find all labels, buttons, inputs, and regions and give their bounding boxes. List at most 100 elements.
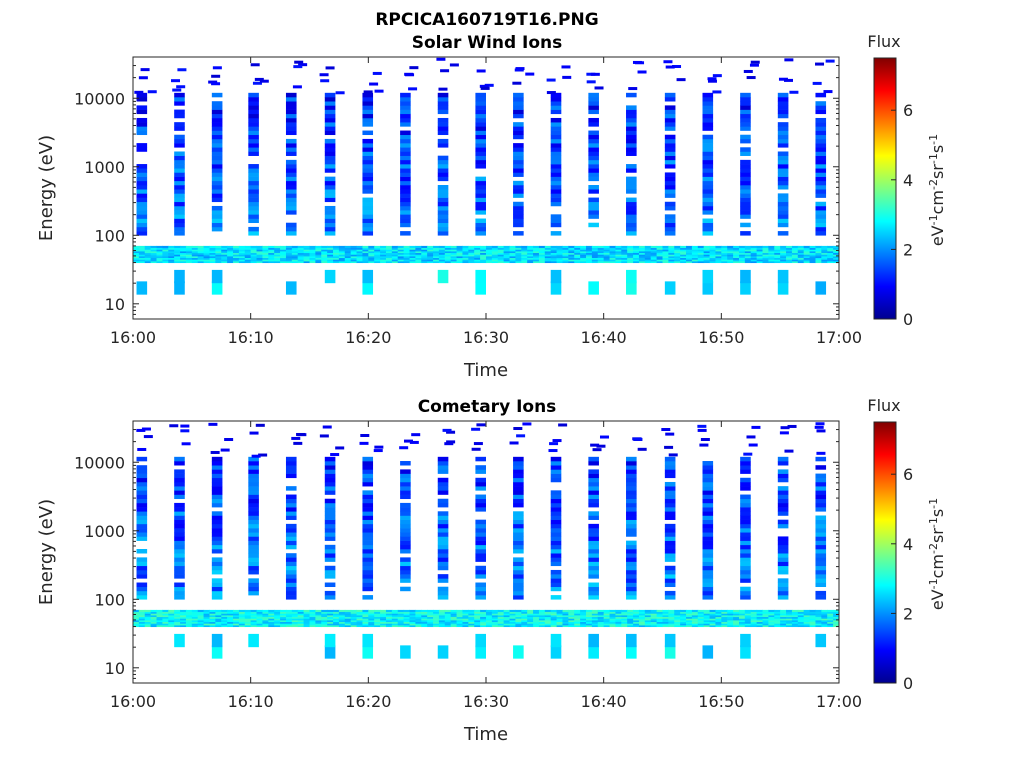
heatmap-cell — [784, 449, 794, 453]
heatmap-cell — [415, 257, 422, 260]
heatmap-cell — [549, 442, 559, 446]
heatmap-cell — [691, 245, 699, 249]
heatmap-cell — [588, 498, 599, 504]
heatmap-cell — [664, 155, 676, 161]
heatmap-cell — [626, 465, 637, 470]
heatmap-cell — [285, 544, 297, 550]
heatmap-cell — [774, 255, 781, 259]
heatmap-cell — [174, 544, 185, 550]
heatmap-cell — [144, 624, 152, 628]
heatmap-cell — [491, 611, 499, 614]
heatmap-cell — [480, 249, 487, 252]
heatmap-cell — [513, 502, 524, 508]
heatmap-cell — [274, 613, 281, 616]
heatmap-cell — [740, 507, 751, 512]
heatmap-cell — [750, 245, 758, 249]
heatmap-cell — [550, 105, 562, 110]
heatmap-cell — [727, 618, 734, 621]
heatmap-cell — [415, 619, 422, 623]
heatmap-cell — [373, 449, 383, 453]
heatmap-cell — [591, 252, 599, 255]
heatmap-cell — [456, 624, 463, 628]
heatmap-cell — [756, 613, 764, 616]
heatmap-cell — [615, 255, 622, 259]
heatmap-cell — [656, 260, 663, 264]
heatmap-cell — [626, 528, 637, 533]
heatmap-cell — [280, 257, 287, 260]
heatmap-cell — [664, 645, 676, 659]
heatmap-cell — [586, 249, 593, 252]
heatmap-cell — [362, 155, 374, 161]
heatmap-cell — [550, 130, 562, 136]
heatmap-cell — [797, 245, 805, 249]
heatmap-cell — [668, 616, 675, 619]
heatmap-cell — [744, 250, 752, 254]
heatmap-cell — [356, 250, 363, 254]
heatmap-cell — [400, 214, 411, 219]
heatmap-cell — [515, 619, 522, 623]
heatmap-cell — [568, 613, 575, 616]
heatmap-cell — [740, 134, 751, 140]
heatmap-cell — [174, 126, 185, 131]
heatmap-cell — [550, 498, 562, 504]
heatmap-cell — [680, 257, 687, 260]
heatmap-cell — [664, 557, 676, 562]
heatmap-cell — [626, 185, 637, 190]
heatmap-cell — [462, 247, 469, 250]
heatmap-cell — [437, 574, 449, 579]
heatmap-cell — [827, 621, 834, 624]
heatmap-cell — [150, 252, 158, 255]
heatmap-cell — [391, 621, 399, 624]
heatmap-cell — [144, 618, 152, 621]
heatmap-cell — [664, 159, 676, 165]
heatmap-cell — [356, 257, 363, 260]
heatmap-cell — [721, 252, 728, 255]
heatmap-cell — [550, 469, 562, 474]
heatmap-cell — [768, 254, 775, 257]
heatmap-cell — [656, 249, 663, 252]
heatmap-cell — [144, 613, 152, 616]
heatmap-cell — [697, 623, 705, 626]
heatmap-cell — [321, 247, 328, 250]
heatmap-cell — [638, 609, 646, 613]
heatmap-cell — [756, 618, 764, 621]
heatmap-cell — [733, 254, 740, 257]
heatmap-cell — [550, 193, 562, 198]
heatmap-cell — [285, 565, 297, 571]
heatmap-cell — [403, 609, 411, 613]
heatmap-cell — [827, 255, 834, 259]
heatmap-cell — [450, 249, 458, 252]
heatmap-cell — [777, 151, 789, 156]
heatmap-cell — [814, 425, 824, 429]
heatmap-cell — [403, 439, 413, 443]
heatmap-cell — [462, 616, 469, 619]
heatmap-cell — [733, 245, 740, 249]
heatmap-cell — [480, 624, 487, 628]
heatmap-cell — [211, 185, 223, 190]
heatmap-cell — [603, 623, 611, 626]
heatmap-cell — [702, 210, 714, 215]
heatmap-cell — [556, 621, 563, 624]
heatmap-cell — [474, 250, 481, 254]
heatmap-cell — [803, 260, 811, 264]
heatmap-cell — [680, 254, 687, 257]
heatmap-cell — [362, 250, 369, 254]
heatmap-cell — [238, 609, 246, 613]
heatmap-cell — [438, 618, 446, 621]
heatmap-cell — [211, 469, 223, 474]
heatmap-cell — [738, 618, 746, 621]
heatmap-cell — [644, 609, 652, 613]
heatmap-cell — [715, 259, 722, 262]
heatmap-cell — [324, 269, 336, 284]
heatmap-cell — [338, 613, 346, 616]
heatmap-cell — [268, 611, 275, 614]
heatmap-cell — [136, 147, 148, 152]
x-tick-label: 16:10 — [228, 328, 274, 347]
heatmap-cell — [533, 249, 540, 252]
heatmap-cell — [400, 168, 411, 173]
heatmap-cell — [268, 257, 275, 260]
heatmap-cell — [211, 540, 223, 546]
heatmap-cell — [627, 624, 634, 628]
x-tick-label: 16:40 — [581, 328, 627, 347]
heatmap-cell — [362, 456, 374, 462]
